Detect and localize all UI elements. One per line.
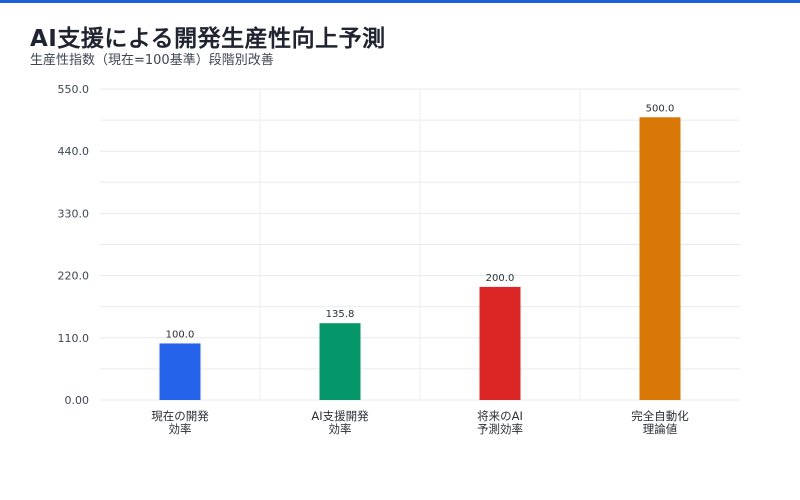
y-tick-label: 220.0 xyxy=(58,270,90,283)
y-tick-label: 440.0 xyxy=(58,145,90,158)
chart-subtitle: 生産性指数（現在=100基準）段階別改善 xyxy=(30,53,274,68)
bar xyxy=(159,343,201,400)
x-category-label: AI支援開発 xyxy=(311,409,369,423)
bar-value-label: 500.0 xyxy=(646,103,675,114)
x-category-label: 理論値 xyxy=(643,422,678,436)
bar xyxy=(639,117,681,400)
bar xyxy=(319,323,361,400)
x-category-label: 予測効率 xyxy=(477,422,523,436)
bar xyxy=(479,286,521,400)
x-category-label: 効率 xyxy=(169,422,192,436)
x-category-label: 効率 xyxy=(329,422,352,436)
y-tick-label: 110.0 xyxy=(58,332,90,345)
top-accent-bar xyxy=(0,0,800,3)
y-tick-label: 550.0 xyxy=(58,83,90,96)
chart-title: AI支援による開発生産性向上予測 xyxy=(30,26,386,52)
bar-value-label: 135.8 xyxy=(326,309,355,320)
bar-value-label: 100.0 xyxy=(166,329,195,340)
bar-value-label: 200.0 xyxy=(486,273,515,284)
x-category-label: 完全自動化 xyxy=(631,409,689,423)
x-category-label: 現在の開発 xyxy=(151,409,209,423)
y-tick-label: 330.0 xyxy=(58,207,90,220)
x-category-label: 将来のAI xyxy=(477,409,523,423)
y-tick-label: 0.00 xyxy=(65,394,90,407)
